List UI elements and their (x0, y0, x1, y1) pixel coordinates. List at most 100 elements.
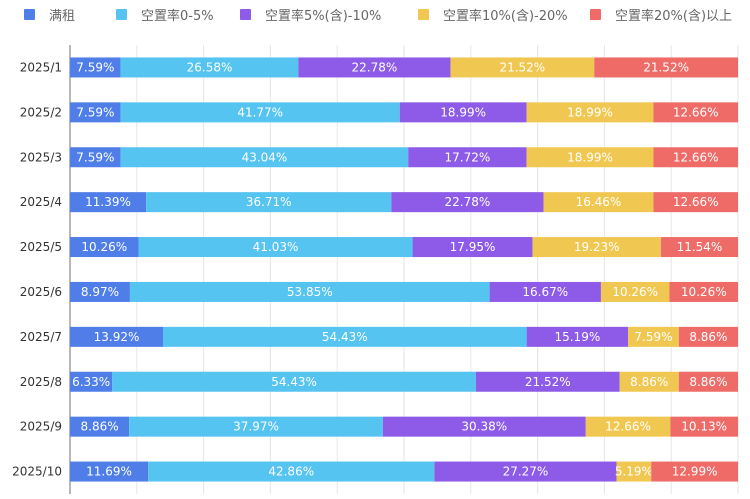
bar-segment (619, 371, 679, 392)
bar-segment (669, 281, 738, 302)
data-label: 17.95% (450, 240, 496, 254)
data-label: 41.77% (237, 105, 283, 119)
legend-label: 空置率5%(含)-10% (265, 9, 382, 24)
data-label: 21.52% (525, 375, 571, 389)
data-label: 26.58% (187, 60, 233, 74)
bar-segment (70, 326, 163, 347)
legend-item[interactable]: 空置率10%(含)-20% (418, 5, 568, 24)
category-label: 2025/4 (20, 195, 62, 209)
data-label: 16.67% (522, 285, 568, 299)
bar-segment (138, 237, 413, 258)
legend-swatch (240, 9, 251, 20)
data-label: 12.66% (673, 105, 719, 119)
bar-segment (162, 326, 527, 347)
data-label: 12.66% (673, 195, 719, 209)
bar-segment (600, 281, 670, 302)
legend-swatch (418, 9, 429, 20)
category-label: 2025/10 (12, 465, 62, 479)
bar-segment (489, 281, 601, 302)
bar-segment (450, 57, 595, 78)
bar-segment (616, 461, 652, 482)
bar-segment (120, 147, 409, 168)
data-label: 21.52% (499, 60, 545, 74)
bar-segment (660, 237, 738, 258)
data-label: 12.66% (673, 150, 719, 164)
data-label: 8.97% (81, 285, 119, 299)
bar-segment (70, 147, 121, 168)
bar-segment (653, 102, 738, 123)
bar-segment (532, 237, 661, 258)
category-label: 2025/7 (20, 330, 62, 344)
legend-swatch (24, 9, 35, 20)
data-label: 16.46% (576, 195, 622, 209)
legend-label: 空置率10%(含)-20% (443, 9, 568, 24)
bar-segment (70, 416, 130, 437)
data-label: 19.23% (574, 240, 620, 254)
data-label: 10.26% (81, 240, 127, 254)
legend-swatch (116, 9, 127, 20)
category-label: 2025/2 (20, 105, 62, 119)
legend: 满租 空置率0-5% 空置率5%(含)-10% 空置率10%(含)-20% 空置率20%… (0, 5, 750, 25)
data-label: 17.72% (445, 150, 491, 164)
category-label: 2025/6 (20, 285, 62, 299)
data-label: 41.03% (253, 240, 299, 254)
bar-segment (653, 192, 738, 213)
bar-segment (70, 461, 149, 482)
data-label: 27.27% (503, 465, 549, 479)
bar-segment (146, 192, 392, 213)
bar-segment (412, 237, 533, 258)
bar-segment (120, 102, 400, 123)
bar-segment (678, 326, 738, 347)
data-label: 7.59% (634, 330, 672, 344)
data-label: 43.04% (242, 150, 288, 164)
legend-item[interactable]: 空置率0-5% (116, 5, 214, 24)
data-label: 36.71% (246, 195, 292, 209)
bar-segment (120, 57, 299, 78)
bar-segment (70, 281, 130, 302)
bar-segment (382, 416, 586, 437)
data-label: 10.26% (681, 285, 727, 299)
data-label: 11.39% (85, 195, 131, 209)
bar-segment (628, 326, 679, 347)
data-label: 15.19% (554, 330, 600, 344)
bar-segment (70, 192, 147, 213)
legend-label: 满租 (49, 9, 76, 24)
data-label: 11.69% (86, 465, 132, 479)
bar-segment (129, 416, 383, 437)
bar-segment (408, 147, 527, 168)
data-label: 22.78% (351, 60, 397, 74)
data-label: 12.99% (672, 465, 718, 479)
bar-segment (391, 192, 544, 213)
data-label: 5.19% (615, 465, 653, 479)
legend-label: 空置率0-5% (141, 9, 214, 24)
legend-item[interactable]: 满租 (24, 5, 75, 24)
data-label: 53.85% (287, 285, 333, 299)
data-label: 18.99% (567, 150, 613, 164)
bar-segment (475, 371, 620, 392)
bar-segment (298, 57, 451, 78)
data-label: 42.86% (268, 465, 314, 479)
legend-item[interactable]: 空置率20%(含)以上 (590, 5, 732, 24)
bar-segment (526, 102, 654, 123)
category-label: 2025/9 (20, 420, 62, 434)
bar-segment (434, 461, 617, 482)
data-label: 8.86% (689, 330, 727, 344)
data-label: 7.59% (76, 60, 114, 74)
bar-segment (112, 371, 476, 392)
bar-segment (129, 281, 490, 302)
legend-item[interactable]: 空置率5%(含)-10% (240, 5, 381, 24)
bar-segment (70, 102, 121, 123)
data-label: 10.13% (681, 420, 727, 434)
bar-segment (653, 147, 738, 168)
bar-segment (585, 416, 671, 437)
data-label: 10.26% (612, 285, 658, 299)
data-label: 54.43% (271, 375, 317, 389)
bar-segment (678, 371, 738, 392)
bar-segment (651, 461, 738, 482)
data-label: 12.66% (605, 420, 651, 434)
data-label: 11.54% (677, 240, 723, 254)
bar-segment (594, 57, 738, 78)
data-label: 8.86% (81, 420, 119, 434)
category-label: 2025/5 (20, 240, 62, 254)
